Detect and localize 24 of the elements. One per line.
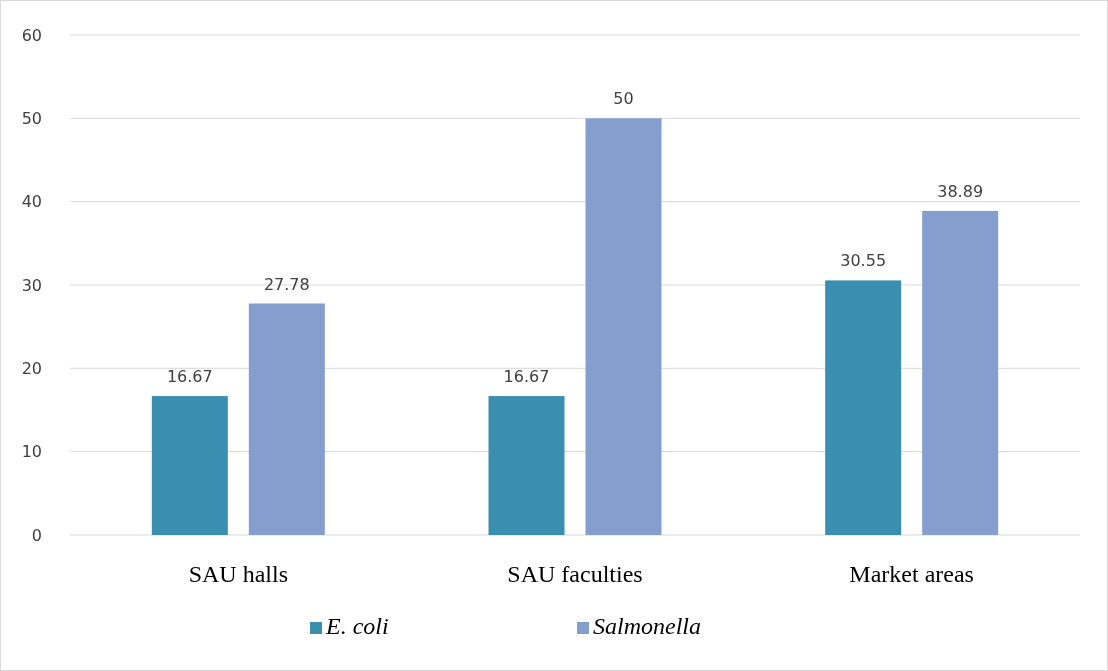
bar <box>248 303 325 535</box>
y-tick-label: 30 <box>21 275 42 295</box>
bar <box>922 210 999 535</box>
y-tick-label: 20 <box>21 358 42 378</box>
bar <box>825 280 902 535</box>
data-label: 38.89 <box>937 181 984 201</box>
y-tick-label: 40 <box>21 192 42 212</box>
y-tick-label: 60 <box>21 25 42 45</box>
bar <box>488 396 565 535</box>
x-tick-label: SAU faculties <box>507 561 643 587</box>
y-tick-label: 50 <box>21 108 42 128</box>
data-label: 27.78 <box>263 274 310 294</box>
data-label: 16.67 <box>503 367 550 387</box>
y-tick-label: 10 <box>21 442 42 462</box>
legend-label: E. coli <box>325 613 389 639</box>
y-tick-label: 0 <box>31 525 42 545</box>
x-tick-label: SAU halls <box>188 561 289 587</box>
legend-label: Salmonella <box>593 613 701 639</box>
x-tick-label: Market areas <box>849 561 974 587</box>
bar <box>151 396 228 535</box>
data-label: 16.67 <box>166 367 213 387</box>
data-label: 30.55 <box>840 251 887 271</box>
data-label: 50 <box>613 89 634 109</box>
bar <box>585 118 662 535</box>
